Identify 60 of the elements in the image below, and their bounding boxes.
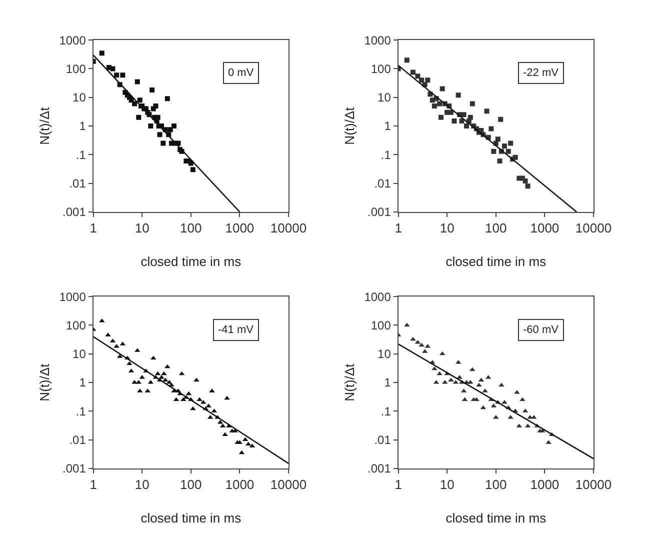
y-tick-label: .001 bbox=[62, 205, 86, 220]
y-tick-label: 1 bbox=[79, 119, 86, 134]
x-tick-label: 1 bbox=[394, 220, 402, 236]
y-tick-label: .1 bbox=[76, 148, 86, 162]
y-tick-label: .1 bbox=[76, 404, 86, 418]
y-tick-label: .01 bbox=[374, 432, 392, 447]
y-tick-label: 100 bbox=[66, 62, 86, 76]
y-tick-label: 100 bbox=[66, 318, 86, 332]
x-tick-label: 10000 bbox=[270, 220, 307, 236]
y-tick-label: .1 bbox=[380, 148, 392, 162]
y-tick-label: 1000 bbox=[364, 290, 392, 304]
x-tick-label: 10 bbox=[440, 220, 454, 236]
x-tick-label: 10 bbox=[134, 220, 150, 236]
y-tick-label: 1000 bbox=[59, 290, 86, 304]
y-tick-label: .1 bbox=[380, 404, 392, 418]
y-tick-label: .001 bbox=[368, 462, 392, 476]
y-axis-title: N(t)/Δt bbox=[37, 106, 52, 145]
y-tick-label: 10 bbox=[72, 347, 86, 362]
x-tick-label: 1 bbox=[394, 477, 402, 492]
x-tick-label: 100 bbox=[485, 220, 507, 236]
y-tick-label: 1000 bbox=[59, 33, 86, 48]
annotation: -41 mV bbox=[218, 324, 254, 336]
x-tick-label: 1000 bbox=[530, 220, 560, 236]
x-tick-label: 100 bbox=[180, 220, 202, 236]
x-axis-title: closed time in ms bbox=[446, 510, 547, 526]
y-tick-label: 1 bbox=[79, 376, 86, 390]
x-axis-title: closed time in ms bbox=[140, 254, 242, 270]
annotation: 0 mV bbox=[228, 67, 254, 79]
y-tick-label: 10 bbox=[378, 90, 392, 105]
annotation: -60 mV bbox=[523, 324, 560, 336]
x-tick-label: 10000 bbox=[575, 220, 612, 236]
x-tick-label: 10000 bbox=[575, 477, 612, 492]
y-tick-label: .001 bbox=[368, 205, 392, 220]
y-tick-label: .01 bbox=[69, 176, 86, 190]
y-axis-title: N(t)/Δt bbox=[342, 363, 358, 402]
x-tick-label: 1000 bbox=[530, 477, 560, 492]
x-tick-label: 1000 bbox=[225, 477, 254, 492]
x-axis-title: closed time in ms bbox=[446, 254, 547, 270]
x-axis-title: closed time in ms bbox=[140, 510, 242, 526]
annotation: -22 mV bbox=[523, 67, 560, 79]
y-tick-label: .01 bbox=[374, 176, 392, 190]
x-tick-label: 10 bbox=[440, 477, 454, 492]
y-tick-label: 10 bbox=[378, 347, 392, 362]
x-tick-label: 1 bbox=[90, 220, 97, 236]
y-tick-label: 1 bbox=[384, 119, 392, 134]
x-tick-label: 10000 bbox=[270, 477, 307, 492]
y-tick-label: 100 bbox=[370, 62, 392, 76]
y-tick-label: .01 bbox=[69, 432, 86, 447]
y-axis-title: N(t)/Δt bbox=[342, 106, 358, 145]
x-tick-label: 1000 bbox=[225, 220, 254, 236]
y-axis-title: N(t)/Δt bbox=[37, 363, 52, 402]
y-tick-label: 1000 bbox=[364, 33, 392, 48]
y-tick-label: 10 bbox=[72, 90, 86, 105]
x-tick-label: 10 bbox=[134, 477, 150, 492]
x-tick-label: 1 bbox=[90, 477, 97, 492]
y-tick-label: 100 bbox=[370, 318, 392, 332]
y-tick-label: .001 bbox=[62, 462, 86, 476]
x-tick-label: 100 bbox=[180, 477, 202, 492]
x-tick-label: 100 bbox=[485, 477, 507, 492]
y-tick-label: 1 bbox=[384, 376, 392, 390]
